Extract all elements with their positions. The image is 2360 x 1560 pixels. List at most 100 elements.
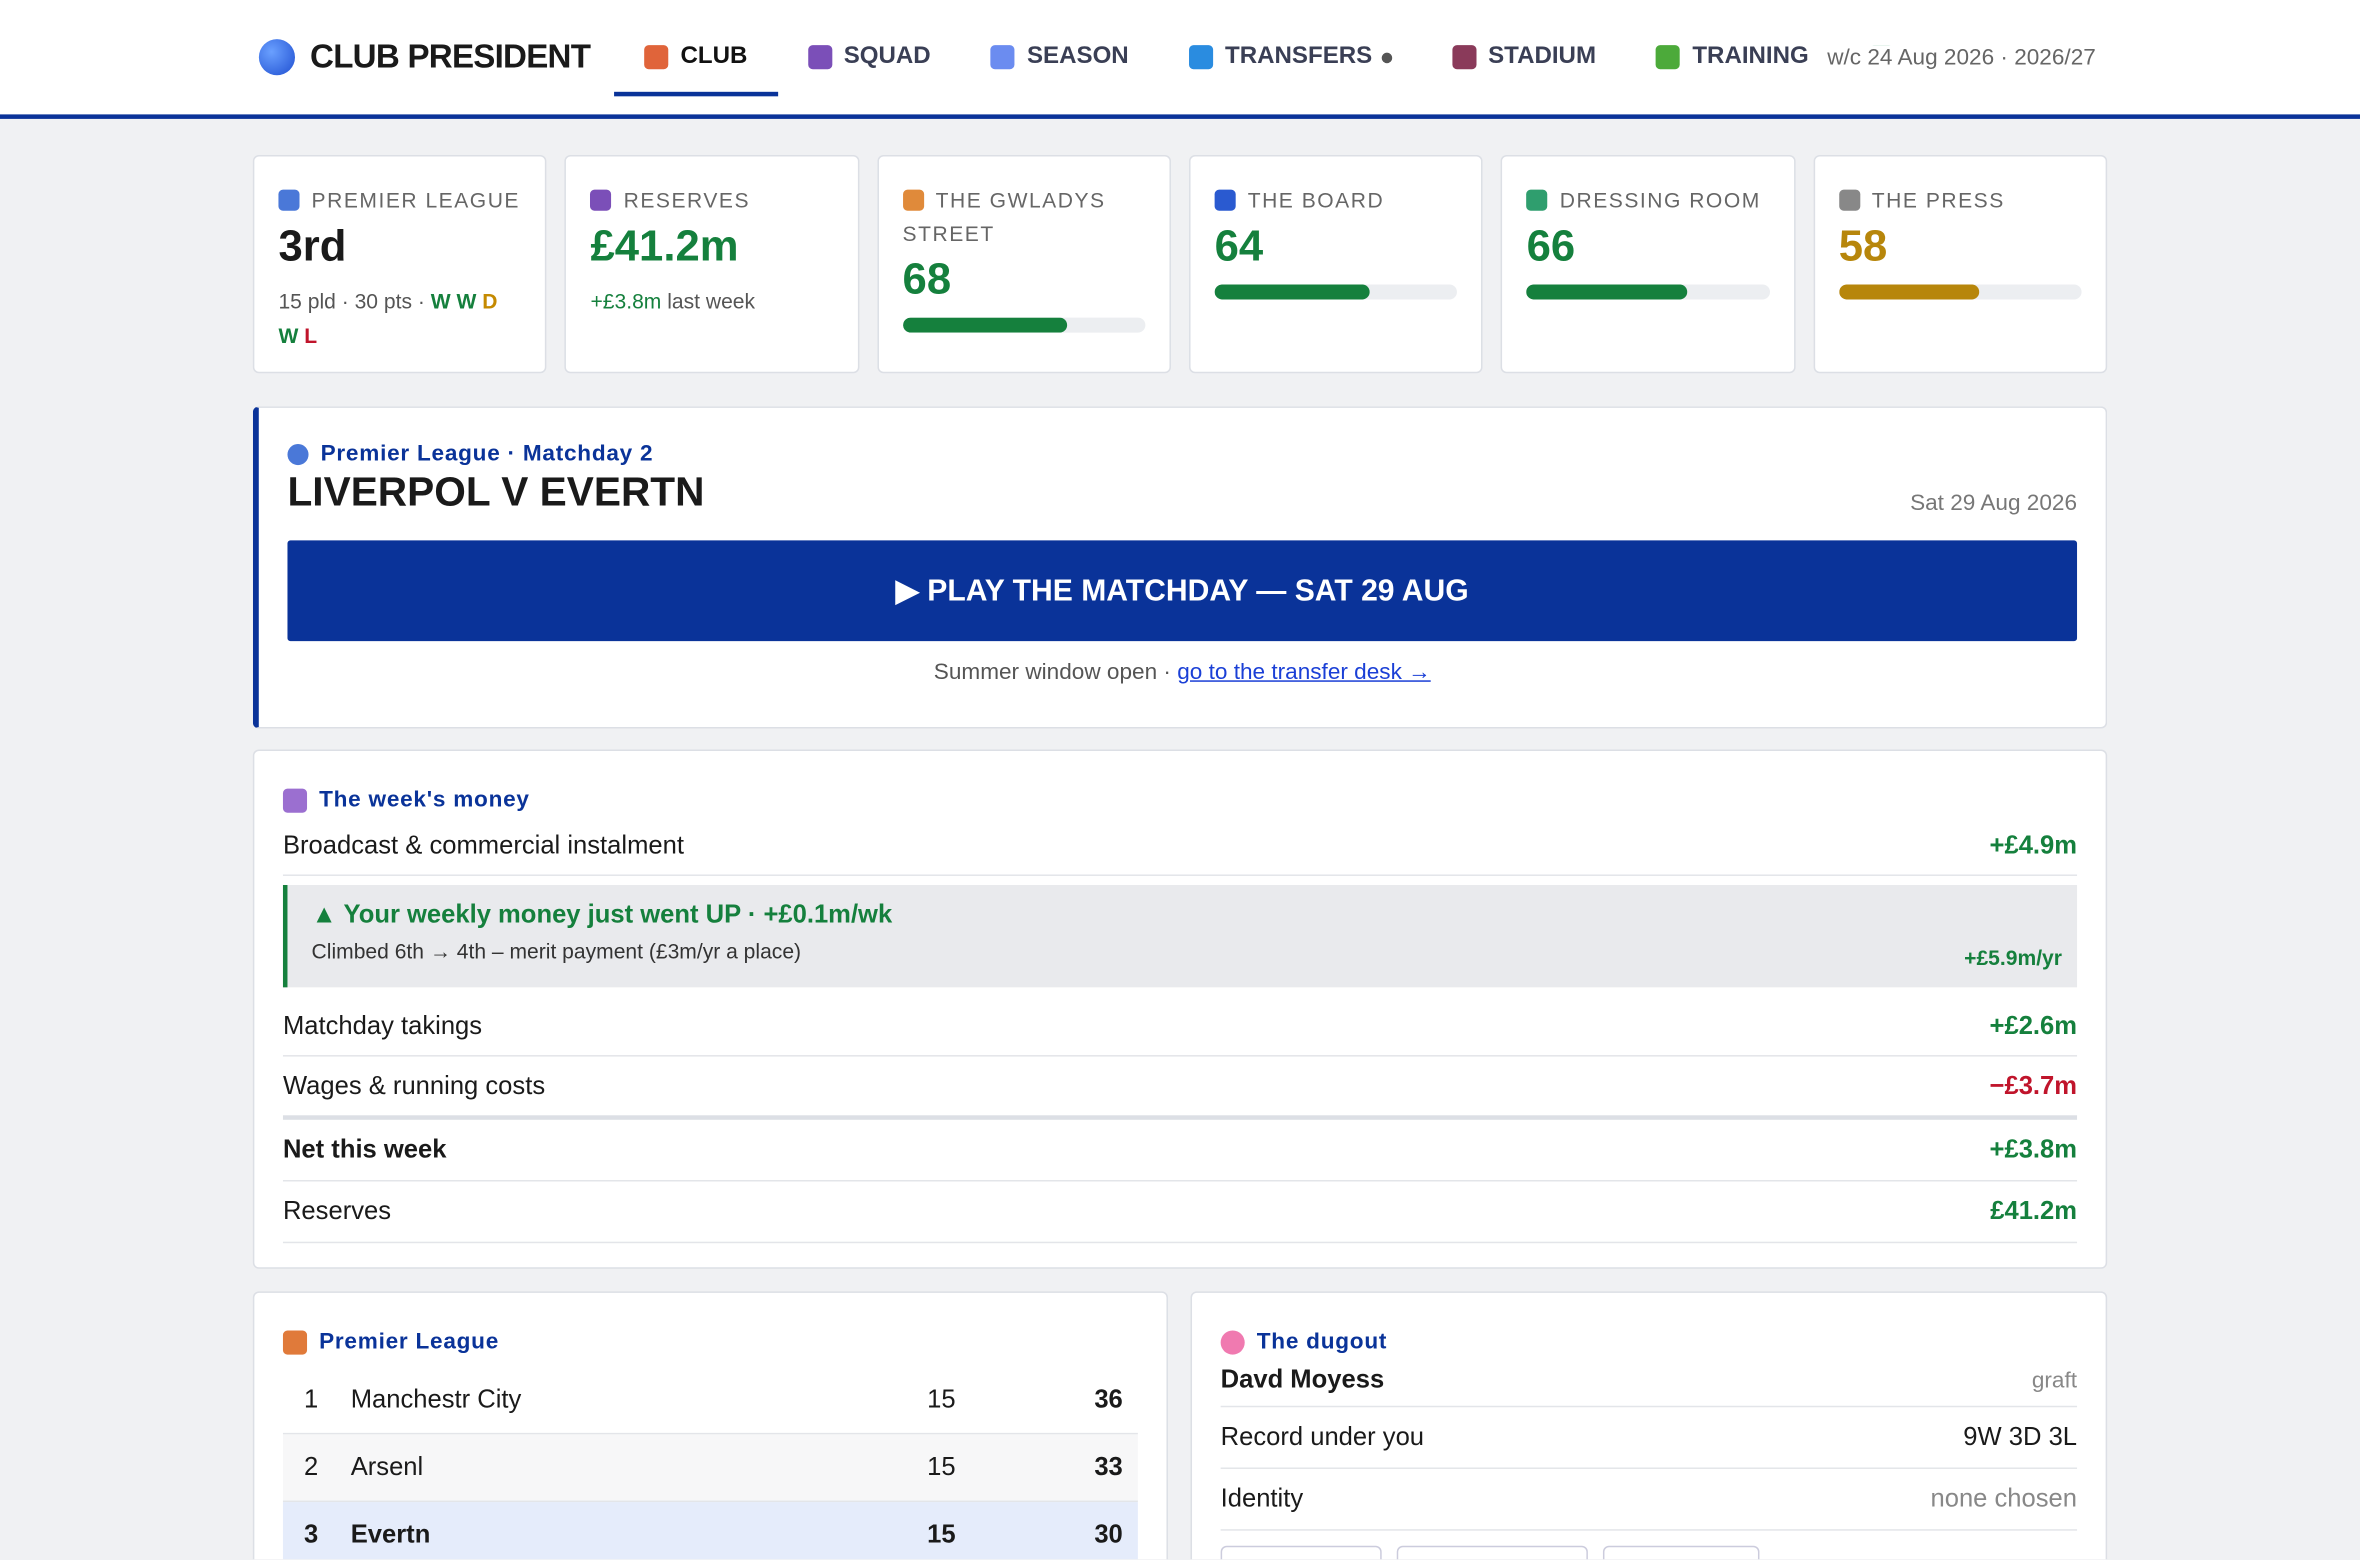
nav-tab[interactable]: STADIUM (1422, 21, 1626, 93)
money-alert: ▲ Your weekly money just went UP · +£0.1… (282, 884, 2078, 988)
points: 30 (1094, 1520, 1123, 1549)
stat-card: RESERVES £41.2m +£3.8m last week (564, 155, 859, 374)
money-label: Matchday takings (282, 1010, 483, 1040)
card-value: 66 (1526, 222, 1576, 271)
form-letter: W (456, 288, 477, 314)
button[interactable] (1602, 1545, 1760, 1560)
icon (278, 189, 300, 211)
played: 15 (927, 1452, 956, 1482)
card-value: 68 (902, 255, 952, 305)
week-label: w/c 24 Aug 2026 · 2026/27 (1827, 45, 2096, 71)
alert-amount: +£5.9m/yr (1964, 945, 2062, 970)
position: 3 (304, 1520, 319, 1549)
play-button[interactable]: ▶ PLAY THE MATCHDAY — SAT 29 AUG (287, 540, 2078, 642)
played: 15 (927, 1384, 956, 1414)
nav-tab[interactable]: SEASON (961, 21, 1159, 93)
card-label-wrap: RESERVES (590, 184, 833, 217)
fixture-panel: Premier League · Matchday 2 LIVERPOL V E… (252, 406, 2108, 729)
money-amount: +£2.6m (1989, 1010, 2078, 1040)
card-value: 64 (1214, 222, 1264, 271)
card-label: PREMIER LEAGUE (311, 188, 520, 213)
tab-icon (990, 45, 1015, 70)
card-label: RESERVES (623, 188, 751, 213)
card-sub-text: 15 pld · 30 pts · (278, 288, 425, 314)
tab-label: TRANSFERS (1225, 43, 1373, 70)
money-rows: Broadcast & commercial instalment +£4.9m ▲… (282, 816, 2078, 1244)
card-label-wrap: DRESSING ROOM (1526, 184, 1770, 217)
manager-name: Davd Moyess (1220, 1365, 1385, 1394)
dugout-row: Identity none chosen (1220, 1469, 2078, 1531)
form-letter: W (430, 288, 451, 314)
stat-card: THE PRESS 58 (1813, 155, 2108, 374)
icon (1838, 189, 1860, 211)
dugout-name-row: Davd Moyess graft (1220, 1355, 2078, 1408)
card-label-wrap: THE PRESS (1838, 184, 2082, 217)
money-label: Wages & running costs (282, 1070, 546, 1100)
league-panel: Premier League 1 Manchestr City 15 36 2 Arsen… (252, 1291, 1168, 1560)
icon (287, 443, 309, 465)
dugout-rows: Record under you 9W 3D 3L Identity none cho… (1220, 1407, 2078, 1531)
card-delta: +£3.8m (590, 288, 662, 314)
tab-icon (1656, 45, 1681, 70)
icon (590, 189, 612, 211)
stat-card: THE GWLADYS STREET 68 (876, 155, 1171, 374)
dugout-value: none chosen (1930, 1484, 2078, 1513)
fixture-title: LIVERPOL V EVERTN (287, 469, 705, 515)
card-value: 58 (1838, 222, 1888, 271)
card-sub: 15 pld · 30 pts · W W D W L (278, 284, 521, 353)
league-title: Premier League (319, 1329, 500, 1355)
money-label: Net this week (282, 1134, 447, 1164)
fixture-competition: Premier League · Matchday 2 (320, 440, 654, 467)
dugout-value: 9W 3D 3L (1963, 1422, 2078, 1451)
brand: CLUB PRESIDENT (258, 37, 591, 77)
bar-track (1838, 284, 2082, 300)
fixture-competition-wrap: Premier League · Matchday 2 (287, 441, 2077, 467)
card-value: 3rd (278, 222, 347, 271)
button[interactable] (1396, 1545, 1588, 1560)
money-row: Net this week +£3.8m (282, 1120, 2078, 1182)
money-title: The week's money (319, 787, 530, 813)
card-value: £41.2m (590, 222, 739, 271)
icon (282, 787, 308, 813)
points: 36 (1094, 1384, 1123, 1414)
nav-tab[interactable]: TRANSFERS (1159, 21, 1422, 93)
nav-tab[interactable]: SQUAD (777, 21, 960, 93)
league-table: 1 Manchestr City 15 36 2 Arsenl 15 33 3 Evertn 15 3… (282, 1367, 1138, 1560)
bar-fill (1214, 284, 1370, 300)
bar-track (1526, 284, 1770, 300)
tab-label: CLUB (680, 43, 748, 70)
form-letter: L (304, 323, 318, 348)
logo (258, 39, 295, 76)
dugout-panel: The dugout Davd Moyess graft Record under… (1190, 1291, 2108, 1560)
card-label-wrap: THE BOARD (1214, 184, 1458, 217)
cards: PREMIER LEAGUE 3rd 15 pld · 30 pts · W W D… (252, 155, 2108, 374)
dugout-buttons (1220, 1545, 2077, 1560)
dugout-title-wrap: The dugout (1220, 1329, 2077, 1355)
brand-name: CLUB PRESIDENT (310, 37, 591, 76)
button[interactable] (1220, 1545, 1382, 1560)
stat-card: DRESSING ROOM 66 (1501, 155, 1796, 374)
tab-label: SEASON (1026, 43, 1129, 70)
bar-fill (902, 317, 1068, 333)
form-letter: W (278, 323, 299, 348)
icon (282, 1329, 308, 1354)
card-label: DRESSING ROOM (1559, 188, 1761, 213)
manager-tag: graft (2031, 1367, 2078, 1393)
money-amount: +£4.9m (1989, 830, 2078, 859)
fixture-date: Sat 29 Aug 2026 (1910, 490, 2078, 517)
league-row: 2 Arsenl 15 33 (282, 1434, 1138, 1503)
nav-tab[interactable]: CLUB (614, 21, 779, 97)
nav-tab[interactable]: TRAINING (1626, 21, 1839, 93)
money-row: Broadcast & commercial instalment +£4.9m (282, 816, 2078, 876)
team: Arsenl (350, 1452, 424, 1482)
dugout-row: Record under you 9W 3D 3L (1220, 1407, 2078, 1469)
money-panel: The week's money Broadcast & commercial … (252, 749, 2108, 1269)
tabs: CLUBSQUADSEASONTRANSFERSSTADIUMTRAININGS… (614, 21, 1987, 97)
league-row: 3 Evertn 15 30 (282, 1502, 1138, 1560)
card-label-wrap: PREMIER LEAGUE (278, 184, 521, 217)
tab-icon (644, 45, 669, 70)
money-label: Broadcast & commercial instalment (282, 830, 684, 859)
transfer-link[interactable]: go to the transfer desk → (1177, 659, 1431, 685)
tab-icon (1188, 45, 1213, 70)
